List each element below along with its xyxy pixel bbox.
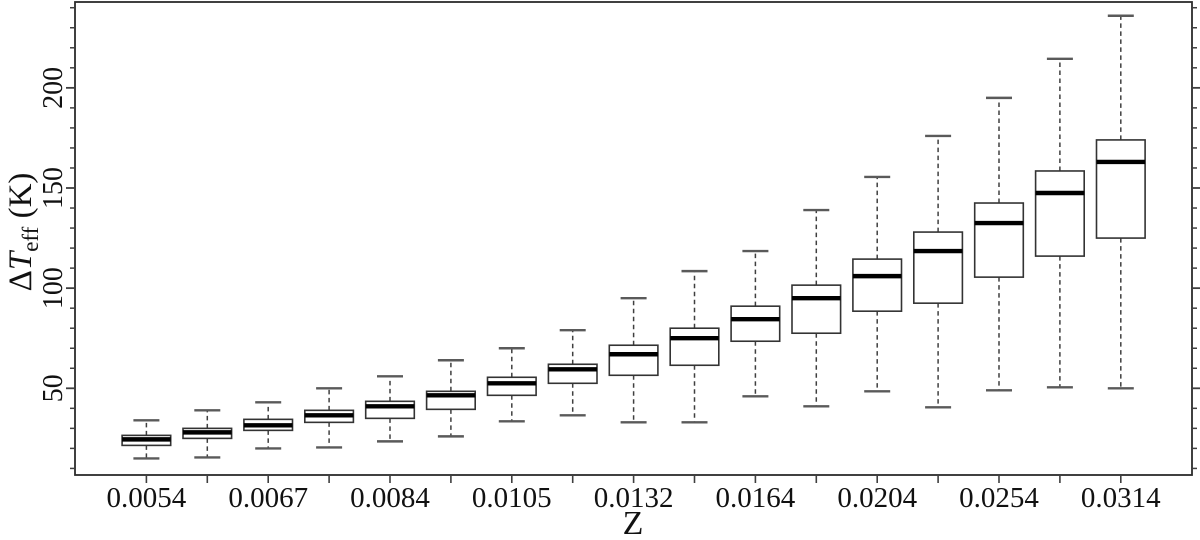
boxplot <box>669 269 720 424</box>
boxplot <box>486 347 537 423</box>
boxplot <box>1095 14 1146 390</box>
boxplot <box>425 359 477 438</box>
iqr-box <box>364 400 416 420</box>
y-axis-title: ΔTeff (K) <box>3 173 43 292</box>
boxplot <box>912 134 964 409</box>
iqr-box <box>912 231 964 304</box>
boxplot <box>791 208 842 408</box>
x-tick-label: 0.0132 <box>594 482 674 514</box>
boxplot <box>730 249 781 398</box>
iqr-box <box>791 284 842 335</box>
boxplot <box>852 175 903 393</box>
x-tick-label: 0.0164 <box>716 482 796 514</box>
boxplot <box>547 329 598 417</box>
iqr-box <box>608 344 659 377</box>
x-axis-ticks: 0.0054 0.0067 0.0084 0.0105 0.0132 0.0164 0.02… <box>107 475 1161 514</box>
iqr-box <box>486 376 537 397</box>
x-tick-label: 0.0314 <box>1081 482 1161 514</box>
boxplot <box>608 296 659 424</box>
y-axis-title-symbol: T <box>3 249 39 270</box>
y-tick-label: 100 <box>38 267 69 309</box>
y-axis-title-subscript: eff <box>18 226 43 251</box>
boxplot <box>364 375 416 443</box>
boxplot <box>121 419 172 460</box>
boxplot <box>303 387 355 449</box>
boxplot <box>243 401 294 450</box>
x-tick-label: 0.0204 <box>837 482 917 514</box>
y-axis-title-delta: Δ <box>3 270 39 291</box>
y-axis-ticks: 50 100 150 200 <box>38 6 1200 470</box>
x-tick-label: 0.0054 <box>107 482 187 514</box>
boxplot <box>1034 57 1085 389</box>
y-tick-label: 150 <box>38 167 69 209</box>
boxplot <box>973 96 1025 392</box>
x-tick-label: 0.0067 <box>228 482 308 514</box>
iqr-box <box>1034 170 1085 257</box>
x-tick-label: 0.0084 <box>350 482 430 514</box>
iqr-box <box>730 305 781 343</box>
boxplot <box>182 409 233 459</box>
y-tick-label: 50 <box>38 374 69 402</box>
plot-frame <box>74 1 1193 476</box>
iqr-box <box>852 258 903 312</box>
boxplots <box>121 14 1146 460</box>
x-tick-label: 0.0105 <box>472 482 552 514</box>
x-tick-label: 0.0254 <box>959 482 1039 514</box>
iqr-box <box>973 202 1025 278</box>
y-axis-title-units: (K) <box>3 173 39 227</box>
iqr-box <box>1095 139 1146 239</box>
y-tick-label: 200 <box>38 67 69 109</box>
x-axis-title: Z <box>623 505 644 540</box>
iqr-box <box>669 327 720 367</box>
